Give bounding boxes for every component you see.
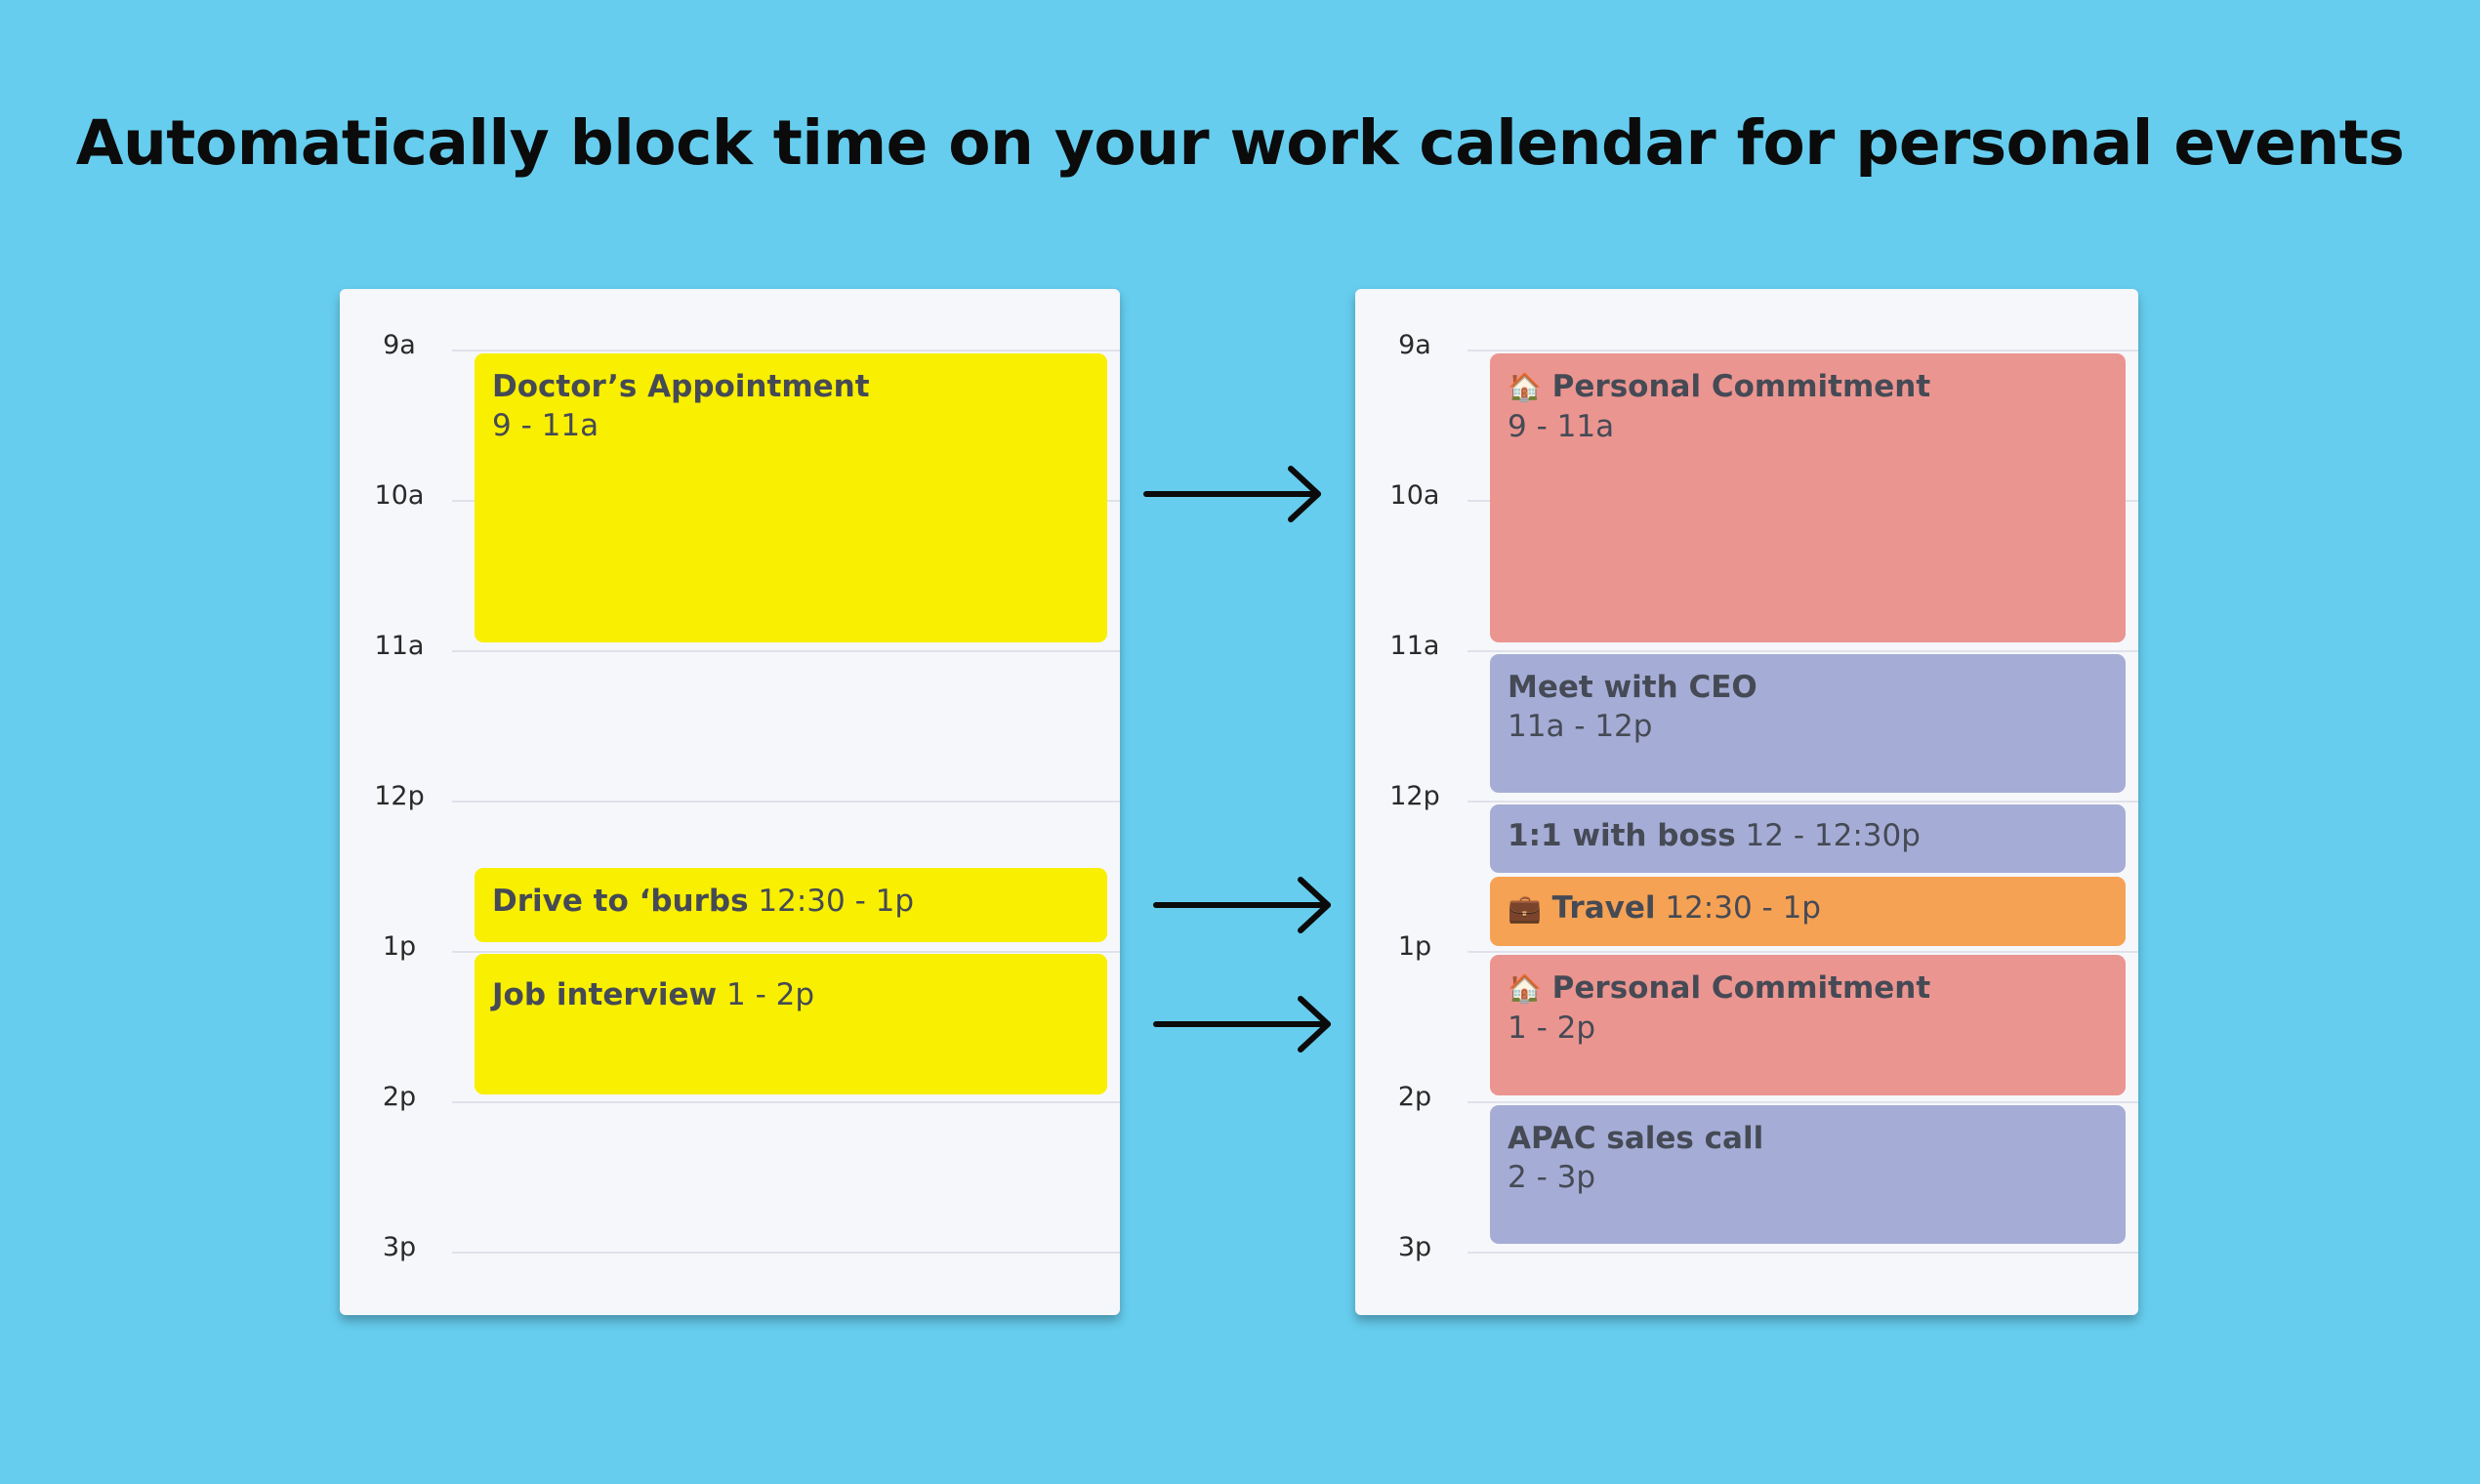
event-personal-commitment[interactable]: 🏠 Personal Commitment 9 - 11a bbox=[1490, 353, 2126, 642]
arrow-right-icon bbox=[1143, 466, 1321, 522]
event-meet-with-ceo[interactable]: Meet with CEO 11a - 12p bbox=[1490, 654, 2126, 793]
event-title: Job interview bbox=[492, 977, 718, 1012]
event-time: 9 - 11a bbox=[492, 408, 599, 443]
event-time: 1 - 2p bbox=[1508, 1010, 1596, 1046]
event-time: 12:30 - 1p bbox=[1665, 890, 1821, 926]
hour-label-9a: 9a bbox=[383, 330, 416, 360]
event-title: Travel bbox=[1551, 890, 1656, 926]
event-title: Personal Commitment bbox=[1551, 369, 1931, 404]
event-title: Meet with CEO bbox=[1508, 670, 1757, 705]
arrow-right-icon bbox=[1153, 877, 1331, 933]
event-title: Personal Commitment bbox=[1551, 970, 1931, 1006]
event-one-on-one-with-boss[interactable]: 1:1 with boss 12 - 12:30p bbox=[1490, 804, 2126, 873]
briefcase-icon: 💼 bbox=[1508, 892, 1542, 925]
hour-label-9a: 9a bbox=[1398, 330, 1431, 360]
hour-label-3p: 3p bbox=[1397, 1232, 1432, 1262]
hour-gridline bbox=[1467, 801, 2138, 803]
event-time: 12:30 - 1p bbox=[758, 884, 915, 919]
event-job-interview[interactable]: Job interview 1 - 2p bbox=[475, 954, 1107, 1094]
hour-label-1p: 1p bbox=[382, 931, 417, 962]
hour-gridline bbox=[452, 951, 1120, 953]
hour-label-1p: 1p bbox=[1397, 931, 1432, 962]
hour-gridline bbox=[1467, 1101, 2138, 1103]
hour-gridline bbox=[452, 1101, 1120, 1103]
hour-gridline bbox=[452, 650, 1120, 652]
event-title: Doctor’s Appointment bbox=[492, 369, 870, 404]
house-icon: 🏠 bbox=[1508, 371, 1542, 403]
hour-label-12p: 12p bbox=[1389, 781, 1440, 811]
hour-label-10a: 10a bbox=[1389, 480, 1440, 511]
hour-label-10a: 10a bbox=[374, 480, 425, 511]
arrow-right-icon bbox=[1153, 996, 1331, 1052]
hour-gridline bbox=[1467, 350, 2138, 351]
event-apac-sales-call[interactable]: APAC sales call 2 - 3p bbox=[1490, 1105, 2126, 1244]
event-personal-commitment[interactable]: 🏠 Personal Commitment 1 - 2p bbox=[1490, 955, 2126, 1095]
event-time: 2 - 3p bbox=[1508, 1160, 1596, 1195]
event-doctors-appointment[interactable]: Doctor’s Appointment 9 - 11a bbox=[475, 353, 1107, 642]
hour-label-2p: 2p bbox=[1397, 1082, 1432, 1112]
event-drive-to-burbs[interactable]: Drive to ‘burbs 12:30 - 1p bbox=[475, 868, 1107, 942]
event-time: 1 - 2p bbox=[726, 977, 815, 1012]
work-calendar-panel: 9a 10a 11a 12p 1p 2p 3p 🏠 Personal Commi… bbox=[1355, 289, 2138, 1315]
event-time: 11a - 12p bbox=[1508, 709, 1653, 744]
event-time: 9 - 11a bbox=[1508, 409, 1615, 444]
hour-label-3p: 3p bbox=[382, 1232, 417, 1262]
event-title: APAC sales call bbox=[1508, 1121, 1764, 1156]
event-title: 1:1 with boss bbox=[1508, 818, 1736, 853]
house-icon: 🏠 bbox=[1508, 972, 1542, 1005]
hour-label-11a: 11a bbox=[1389, 631, 1440, 661]
hour-label-12p: 12p bbox=[374, 781, 425, 811]
event-travel[interactable]: 💼 Travel 12:30 - 1p bbox=[1490, 877, 2126, 946]
hour-label-11a: 11a bbox=[374, 631, 425, 661]
event-time: 12 - 12:30p bbox=[1745, 818, 1921, 853]
hour-label-2p: 2p bbox=[382, 1082, 417, 1112]
hour-gridline bbox=[1467, 1252, 2138, 1254]
hour-gridline bbox=[1467, 951, 2138, 953]
hour-gridline bbox=[452, 350, 1120, 351]
personal-calendar-panel: 9a 10a 11a 12p 1p 2p 3p Doctor’s Appoint… bbox=[340, 289, 1120, 1315]
headline: Automatically block time on your work ca… bbox=[75, 107, 2405, 179]
hour-gridline bbox=[452, 801, 1120, 803]
hour-gridline bbox=[452, 1252, 1120, 1254]
event-title: Drive to ‘burbs bbox=[492, 884, 749, 919]
hour-gridline bbox=[1467, 650, 2138, 652]
